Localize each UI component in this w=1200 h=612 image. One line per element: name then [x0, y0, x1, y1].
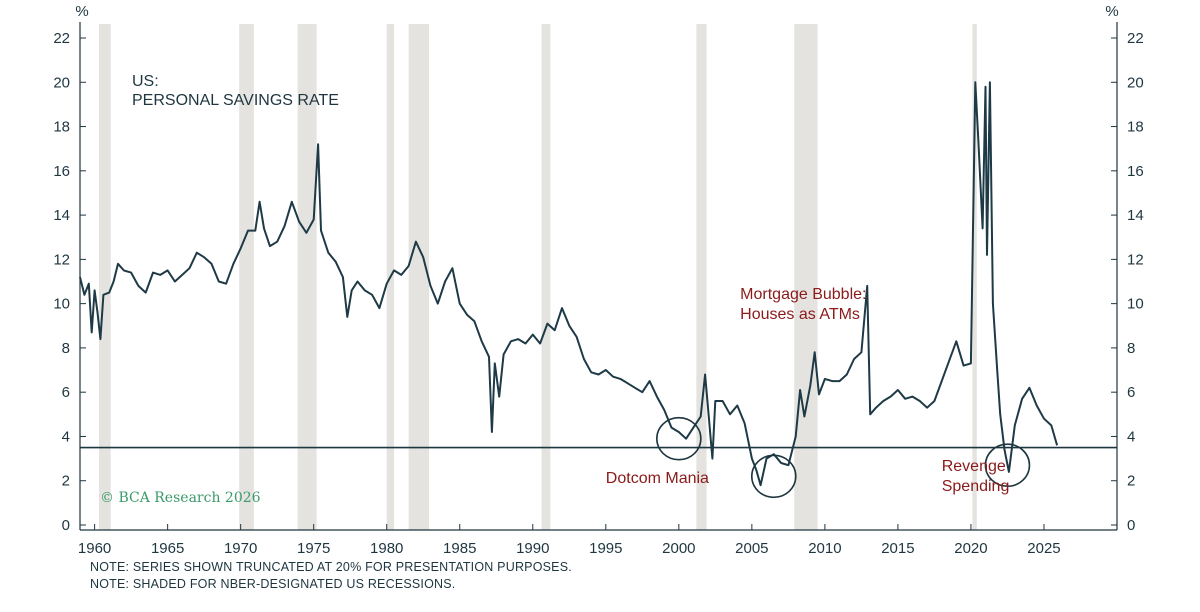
y-tick-label-left: 18 [53, 119, 70, 136]
y-tick-label-left: 20 [53, 74, 70, 91]
y-tick-label-left: 10 [53, 296, 70, 313]
y-tick-label-right: 16 [1127, 163, 1144, 180]
x-tick-label: 1975 [297, 540, 330, 557]
series-group [79, 81, 1059, 487]
x-tick-label: 1960 [78, 540, 111, 557]
y-tick-label-left: 12 [53, 251, 70, 268]
x-tick-label: 1990 [516, 540, 549, 557]
highlight-circle-2 [984, 443, 1031, 488]
recession-band-4 [408, 24, 430, 530]
x-tick-label: 2005 [735, 540, 768, 557]
recession-band-6 [696, 24, 707, 530]
x-tick-label: 1980 [370, 540, 403, 557]
x-tick-label: 2000 [662, 540, 695, 557]
recession-band-1 [239, 24, 254, 530]
y-tick-label-right: 2 [1127, 473, 1135, 490]
recession-band-2 [297, 24, 317, 530]
y-tick-label-right: 6 [1127, 384, 1135, 401]
annotation-text: Spending [942, 478, 1010, 495]
bca-watermark: © BCA Research 2026 [100, 490, 261, 506]
annotation-text: Revenge [942, 458, 1006, 475]
x-tick-label: 1995 [589, 540, 622, 557]
y-tick-label-right: 22 [1127, 30, 1144, 47]
y-tick-label-right: 0 [1127, 517, 1135, 534]
note-recessions: NOTE: SHADED FOR NBER-DESIGNATED US RECE… [90, 577, 456, 591]
recession-band-5 [541, 24, 551, 530]
y-tick-label-left: 22 [53, 30, 70, 47]
left-unit-label: % [75, 3, 88, 20]
recession-band-7 [794, 24, 818, 530]
y-tick-label-right: 18 [1127, 119, 1144, 136]
y-tick-label-left: 14 [53, 207, 70, 224]
annotation-text: Dotcom Mania [606, 470, 709, 487]
y-tick-label-right: 20 [1127, 74, 1144, 91]
y-tick-label-left: 8 [62, 340, 70, 357]
y-tick-label-left: 16 [53, 163, 70, 180]
highlight-circle-1 [750, 454, 797, 499]
recession-band-8 [972, 24, 977, 530]
annotations: Mortgage Bubble: Houses as ATMs Dotcom Man… [606, 286, 1010, 495]
note-truncation: NOTE: SERIES SHOWN TRUNCATED AT 20% FOR … [90, 560, 572, 574]
y-tick-label-right: 10 [1127, 296, 1144, 313]
x-tick-label: 1970 [224, 540, 257, 557]
chart-title: US: [132, 73, 159, 90]
annotation-text: Mortgage Bubble: [740, 286, 866, 303]
annotation-text: Houses as ATMs [740, 306, 860, 323]
y-tick-label-right: 8 [1127, 340, 1135, 357]
x-tick-label: 2015 [881, 540, 914, 557]
y-tick-label-right: 12 [1127, 251, 1144, 268]
x-tick-label: 2020 [954, 540, 987, 557]
x-tick-label: 2025 [1027, 540, 1060, 557]
x-tick-label: 1965 [151, 540, 184, 557]
x-tick-label: 2010 [808, 540, 841, 557]
y-tick-label-left: 0 [62, 517, 70, 534]
chart-axes [79, 22, 1118, 531]
y-tick-label-right: 4 [1127, 428, 1135, 445]
chart-subtitle: PERSONAL SAVINGS RATE [132, 92, 339, 109]
highlight-circles [656, 416, 1031, 499]
y-tick-label-right: 14 [1127, 207, 1144, 224]
y-tick-label-left: 4 [62, 428, 70, 445]
right-unit-label: % [1105, 3, 1118, 20]
y-tick-label-left: 2 [62, 473, 70, 490]
recession-band-0 [98, 24, 111, 530]
x-tick-label: 1985 [443, 540, 476, 557]
highlight-circle-0 [656, 416, 702, 461]
savings-rate-line-0 [79, 81, 1059, 487]
y-tick-label-left: 6 [62, 384, 70, 401]
